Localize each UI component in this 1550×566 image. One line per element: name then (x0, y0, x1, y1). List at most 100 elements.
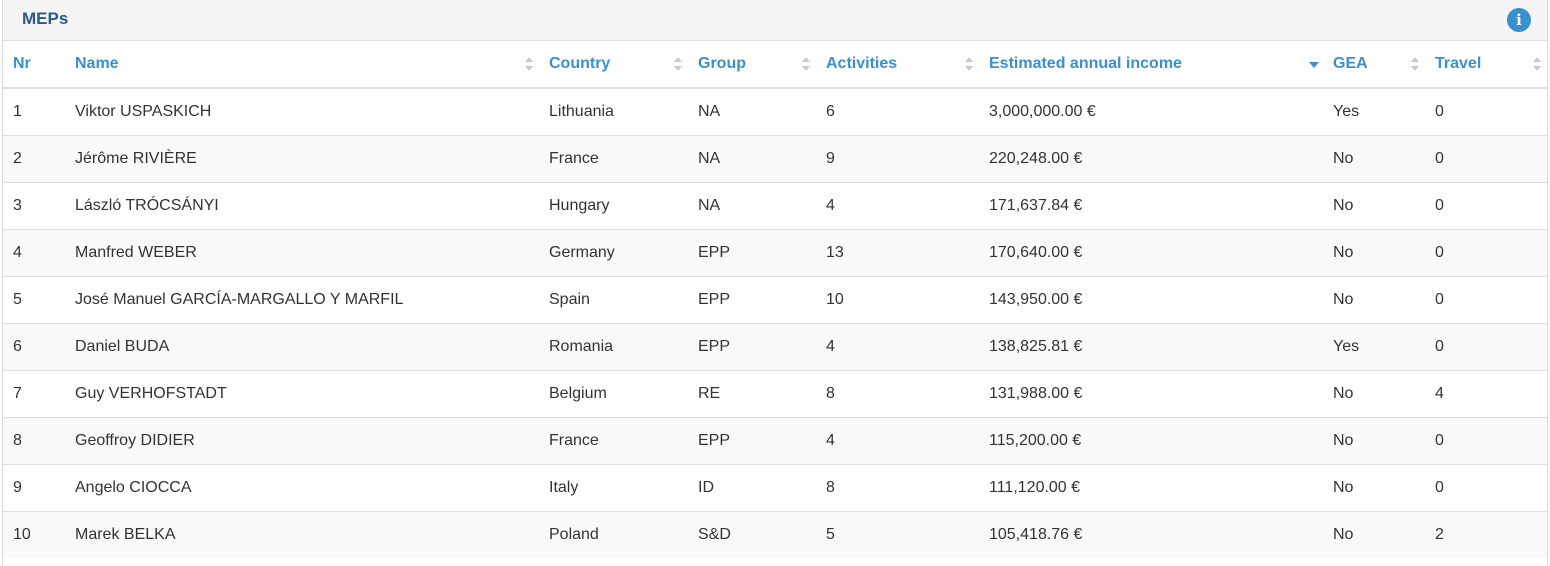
activities-cell: 10 (816, 275, 979, 323)
travel-cell: 2 (1425, 510, 1547, 558)
country-cell: Hungary (539, 181, 688, 229)
nr-cell: 10 (3, 510, 65, 558)
group-cell: EPP (688, 228, 816, 276)
panel-header: MEPs i (3, 0, 1547, 41)
name-cell: Jérôme RIVIÈRE (65, 134, 539, 182)
table-row[interactable]: 4 Manfred WEBER Germany EPP 13 170,640.00 € No… (3, 228, 1547, 276)
group-cell: EPP (688, 416, 816, 464)
info-icon[interactable]: i (1507, 8, 1531, 32)
group-cell: S&D (688, 510, 816, 558)
country-cell: Poland (539, 510, 688, 558)
activities-cell: 13 (816, 228, 979, 276)
column-label: Name (75, 55, 119, 72)
gea-cell: No (1323, 134, 1425, 182)
country-cell: Italy (539, 463, 688, 511)
name-cell: Guy VERHOFSTADT (65, 369, 539, 417)
gea-cell: No (1323, 275, 1425, 323)
name-cell: Marek BELKA (65, 510, 539, 558)
sort-both-icon (802, 56, 810, 72)
travel-cell: 4 (1425, 369, 1547, 417)
column-header-gea[interactable]: GEA (1323, 41, 1425, 89)
income-cell: 111,120.00 € (979, 463, 1323, 511)
table-row[interactable]: 3 László TRÓCSÁNYI Hungary NA 4 171,637.84 € N… (3, 181, 1547, 229)
travel-cell: 0 (1425, 87, 1547, 135)
column-label: Activities (826, 55, 898, 72)
gea-cell: No (1323, 416, 1425, 464)
table-row[interactable]: 1 Viktor USPASKICH Lithuania NA 6 3,000,000.0… (3, 87, 1547, 135)
sort-both-icon (1533, 56, 1541, 72)
group-cell: ID (688, 463, 816, 511)
travel-cell: 0 (1425, 416, 1547, 464)
column-label: Estimated annual income (989, 55, 1182, 72)
table-row[interactable]: 9 Angelo CIOCCA Italy ID 8 111,120.00 € No 0 (3, 463, 1547, 511)
income-cell: 170,640.00 € (979, 228, 1323, 276)
income-cell: 105,418.76 € (979, 510, 1323, 558)
name-cell: László TRÓCSÁNYI (65, 181, 539, 229)
country-cell: Belgium (539, 369, 688, 417)
table-row[interactable]: 5 José Manuel GARCÍA-MARGALLO Y MARFIL Spa… (3, 275, 1547, 323)
name-cell: Geoffroy DIDIER (65, 416, 539, 464)
nr-cell: 8 (3, 416, 65, 464)
table-row[interactable]: 7 Guy VERHOFSTADT Belgium RE 8 131,988.00 € No… (3, 369, 1547, 417)
column-label: Nr (13, 55, 31, 72)
column-header-activities[interactable]: Activities (816, 41, 979, 89)
income-cell: 131,988.00 € (979, 369, 1323, 417)
sort-both-icon (674, 56, 682, 72)
column-label: Group (698, 55, 746, 72)
gea-cell: No (1323, 510, 1425, 558)
gea-cell: Yes (1323, 87, 1425, 135)
country-cell: France (539, 134, 688, 182)
column-header-group[interactable]: Group (688, 41, 816, 89)
column-header-name[interactable]: Name (65, 41, 539, 89)
table-header-row: Nr Name Country Group Activities (3, 41, 1547, 89)
travel-cell: 0 (1425, 181, 1547, 229)
group-cell: EPP (688, 322, 816, 370)
gea-cell: No (1323, 463, 1425, 511)
column-label: Travel (1435, 55, 1482, 72)
group-cell: NA (688, 181, 816, 229)
group-cell: RE (688, 369, 816, 417)
table-row[interactable]: 10 Marek BELKA Poland S&D 5 105,418.76 € No 2 (3, 510, 1547, 558)
income-cell: 171,637.84 € (979, 181, 1323, 229)
activities-cell: 5 (816, 510, 979, 558)
nr-cell: 5 (3, 275, 65, 323)
sort-both-icon (1411, 56, 1419, 72)
travel-cell: 0 (1425, 275, 1547, 323)
activities-cell: 8 (816, 463, 979, 511)
nr-cell: 9 (3, 463, 65, 511)
column-header-country[interactable]: Country (539, 41, 688, 89)
travel-cell: 0 (1425, 322, 1547, 370)
group-cell: NA (688, 134, 816, 182)
gea-cell: Yes (1323, 322, 1425, 370)
name-cell: Daniel BUDA (65, 322, 539, 370)
nr-cell: 7 (3, 369, 65, 417)
activities-cell: 4 (816, 416, 979, 464)
activities-cell: 8 (816, 369, 979, 417)
sort-both-icon (965, 56, 973, 72)
income-cell: 3,000,000.00 € (979, 87, 1323, 135)
nr-cell: 4 (3, 228, 65, 276)
nr-cell: 3 (3, 181, 65, 229)
country-cell: Germany (539, 228, 688, 276)
activities-cell: 4 (816, 181, 979, 229)
name-cell: José Manuel GARCÍA-MARGALLO Y MARFIL (65, 275, 539, 323)
column-header-nr[interactable]: Nr (3, 41, 65, 89)
sort-descending-icon (1309, 56, 1319, 72)
gea-cell: No (1323, 369, 1425, 417)
name-cell: Manfred WEBER (65, 228, 539, 276)
income-cell: 143,950.00 € (979, 275, 1323, 323)
country-cell: Lithuania (539, 87, 688, 135)
nr-cell: 1 (3, 87, 65, 135)
table-row[interactable]: 6 Daniel BUDA Romania EPP 4 138,825.81 € Yes 0 (3, 322, 1547, 370)
table-row[interactable]: 2 Jérôme RIVIÈRE France NA 9 220,248.00 € No 0 (3, 134, 1547, 182)
panel-title: MEPs (22, 9, 69, 28)
table-row[interactable]: 8 Geoffroy DIDIER France EPP 4 115,200.00 € No… (3, 416, 1547, 464)
group-cell: NA (688, 87, 816, 135)
gea-cell: No (1323, 181, 1425, 229)
gea-cell: No (1323, 228, 1425, 276)
column-header-travel[interactable]: Travel (1425, 41, 1547, 89)
country-cell: Romania (539, 322, 688, 370)
column-header-income[interactable]: Estimated annual income (979, 41, 1323, 89)
travel-cell: 0 (1425, 228, 1547, 276)
